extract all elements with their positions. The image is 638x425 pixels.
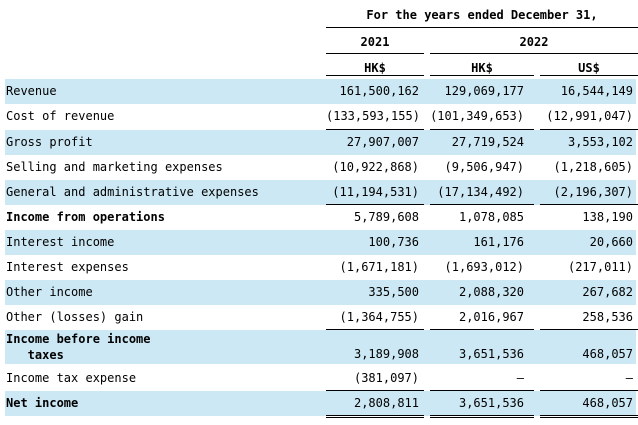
value-2022-usd: 138,190 [582, 210, 633, 224]
value-2021-hkd: 2,808,811 [353, 396, 419, 410]
subtotal-rule [540, 390, 638, 391]
value-2022-usd: (217,011) [567, 260, 633, 274]
value-2021-hkd: (1,364,755) [339, 310, 419, 324]
value-2021-hkd: (133,593,155) [326, 109, 420, 123]
value-2022-hkd: 2,088,320 [458, 285, 524, 299]
value-2022-usd: — [625, 371, 633, 385]
value-2021-hkd: 5,789,608 [353, 210, 419, 224]
total-double-rule [430, 415, 534, 418]
currency-underline-1 [326, 75, 424, 76]
row-label: Interest expenses [6, 260, 129, 274]
value-2022-hkd: 3,651,536 [458, 396, 524, 410]
total-double-rule [326, 415, 424, 418]
subtotal-rule [430, 204, 534, 205]
currency-underline-3 [540, 75, 638, 76]
row-gross-profit: Gross profit 27,907,007 27,719,524 3,553… [5, 130, 636, 155]
row-revenue: Revenue 161,500,162 129,069,177 16,544,1… [5, 79, 636, 104]
row-label: Selling and marketing expenses [6, 160, 223, 174]
total-double-rule [540, 415, 638, 418]
value-2021-hkd: (10,922,868) [332, 160, 419, 174]
value-2022-usd: 258,536 [582, 310, 633, 324]
value-2022-usd: 20,660 [589, 235, 633, 249]
value-2022-hkd: 3,651,536 [458, 347, 524, 361]
value-2022-usd: 16,544,149 [560, 84, 633, 98]
row-label: Gross profit [6, 135, 93, 149]
row-selling-marketing-expenses: Selling and marketing expenses (10,922,8… [5, 155, 636, 180]
subtotal-rule [540, 329, 638, 330]
value-2022-hkd: 2,016,967 [458, 310, 524, 324]
value-2022-usd: 468,057 [582, 396, 633, 410]
currency-header-2021-hkd: HK$ [364, 61, 386, 75]
row-label-line-1: Income before income [6, 332, 151, 346]
value-2022-hkd: (101,349,653) [430, 109, 524, 123]
value-2022-hkd: (1,693,012) [444, 260, 524, 274]
subtotal-rule [540, 204, 638, 205]
value-2022-hkd: 129,069,177 [444, 84, 524, 98]
value-2022-usd: (12,991,047) [546, 109, 633, 123]
year-2021-header: 2021 [360, 35, 390, 49]
value-2021-hkd: 335,500 [368, 285, 419, 299]
currency-header-2022-usd: US$ [578, 61, 600, 75]
currency-underline-2 [430, 75, 534, 76]
row-cost-of-revenue: Cost of revenue (133,593,155) (101,349,6… [5, 104, 636, 129]
value-2022-hkd: 27,719,524 [451, 135, 524, 149]
currency-header-2022-hkd: HK$ [471, 61, 493, 75]
value-2022-usd: 267,682 [582, 285, 633, 299]
row-income-tax-expense: Income tax expense (381,097) — — [5, 366, 636, 391]
subtotal-rule [430, 329, 534, 330]
row-interest-expenses: Interest expenses (1,671,181) (1,693,012… [5, 255, 636, 280]
row-label: Income from operations [6, 210, 165, 224]
value-2022-usd: (1,218,605) [553, 160, 633, 174]
row-label: Income before income taxes [6, 331, 151, 363]
period-underline [326, 27, 638, 28]
value-2022-usd: 3,553,102 [567, 135, 633, 149]
value-2022-hkd: 1,078,085 [458, 210, 524, 224]
row-interest-income: Interest income 100,736 161,176 20,660 [5, 230, 636, 255]
subtotal-rule [326, 129, 424, 130]
value-2022-hkd: — [516, 371, 524, 385]
row-label: Interest income [6, 235, 115, 249]
row-label: Income tax expense [6, 371, 137, 385]
row-other-income: Other income 335,500 2,088,320 267,682 [5, 280, 636, 305]
value-2021-hkd: 3,189,908 [353, 347, 419, 361]
value-2021-hkd: (11,194,531) [332, 185, 419, 199]
year-2021-underline [326, 53, 424, 54]
value-2022-usd: (2,196,307) [553, 185, 633, 199]
row-income-before-income-taxes: Income before income taxes 3,189,908 3,6… [5, 330, 636, 364]
subtotal-rule [540, 129, 638, 130]
subtotal-rule [326, 390, 424, 391]
value-2022-hkd: 161,176 [473, 235, 524, 249]
row-label: Revenue [6, 84, 57, 98]
row-label: Other income [6, 285, 93, 299]
subtotal-rule [326, 204, 424, 205]
period-header: For the years ended December 31, [366, 8, 598, 22]
value-2022-hkd: (17,134,492) [437, 185, 524, 199]
row-label: Other (losses) gain [6, 310, 144, 324]
year-2022-underline [430, 53, 638, 54]
row-label: Net income [6, 396, 79, 410]
value-2022-hkd: (9,506,947) [444, 160, 524, 174]
value-2021-hkd: (1,671,181) [339, 260, 419, 274]
row-label: General and administrative expenses [6, 185, 259, 199]
row-net-income: Net income 2,808,811 3,651,536 468,057 [5, 391, 636, 416]
row-label-line-2: taxes [6, 348, 64, 362]
subtotal-rule [430, 129, 534, 130]
value-2021-hkd: (381,097) [353, 371, 419, 385]
year-2022-header: 2022 [519, 35, 549, 49]
subtotal-rule [430, 390, 534, 391]
value-2021-hkd: 161,500,162 [339, 84, 419, 98]
value-2021-hkd: 100,736 [368, 235, 419, 249]
row-income-from-operations: Income from operations 5,789,608 1,078,0… [5, 205, 636, 230]
value-2022-usd: 468,057 [582, 347, 633, 361]
row-general-administrative-expenses: General and administrative expenses (11,… [5, 180, 636, 205]
row-label: Cost of revenue [6, 109, 115, 123]
value-2021-hkd: 27,907,007 [346, 135, 419, 149]
row-other-losses-gain: Other (losses) gain (1,364,755) 2,016,96… [5, 305, 636, 330]
subtotal-rule [326, 329, 424, 330]
